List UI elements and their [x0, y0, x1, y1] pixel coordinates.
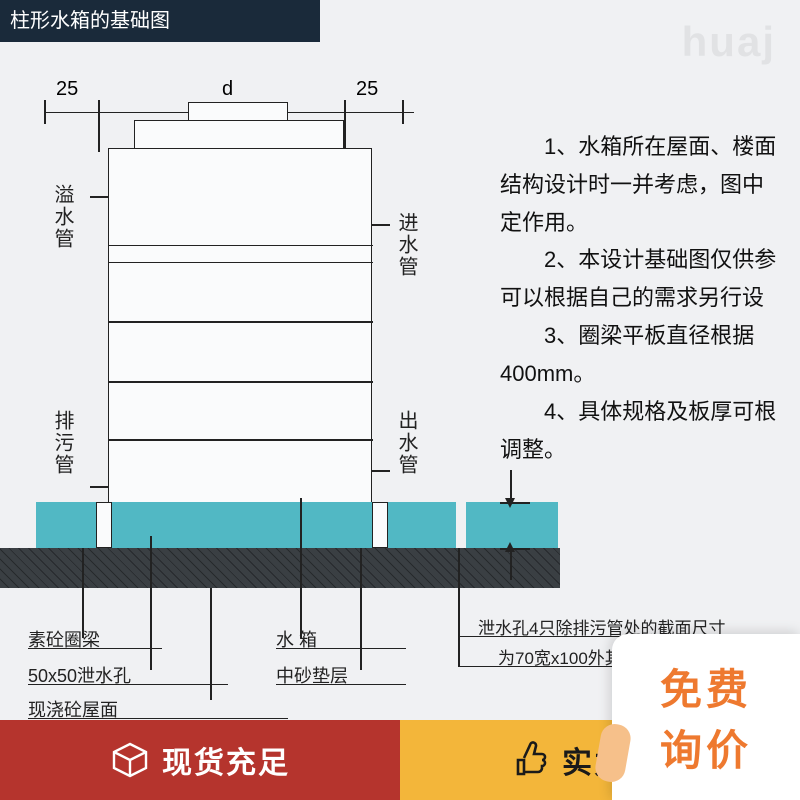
- tank-band: [108, 245, 373, 263]
- pipe-tick: [90, 486, 108, 488]
- outlet-pipe-label: 出水管: [392, 410, 421, 476]
- dim-tick: [44, 100, 46, 124]
- leader-line: [360, 548, 362, 670]
- pipe-tick: [90, 196, 108, 198]
- leader-line: [150, 536, 152, 670]
- base-support: [372, 502, 388, 548]
- notes-column: 1、水箱所在屋面、楼面 结构设计时一并考虑，图中 定作用。 2、本设计基础图仅供…: [500, 128, 796, 468]
- note-line: 结构设计时一并考虑，图中: [500, 166, 796, 204]
- tank-diagram: 25 d 25 溢水管 进水管 排污管 出水管: [0, 50, 480, 690]
- dim-ext: [344, 112, 346, 152]
- dim-arrow: [510, 470, 512, 500]
- note-line: 4、具体规格及板厚可根: [500, 393, 796, 431]
- leader-line: [300, 498, 302, 638]
- badge-stock-label: 现货充足: [162, 738, 290, 782]
- tank-band: [108, 381, 373, 383]
- note-line: 可以根据自己的需求另行设: [500, 279, 796, 317]
- note-line: 1、水箱所在屋面、楼面: [500, 128, 796, 166]
- note-line: 400mm。: [500, 355, 796, 393]
- dim-left-25: 25: [56, 78, 78, 101]
- note-line: 2、本设计基础图仅供参: [500, 241, 796, 279]
- tank-top: [134, 120, 344, 150]
- leader-line: [458, 548, 460, 666]
- tank-band: [108, 439, 373, 441]
- note-line: 定作用。: [500, 204, 796, 242]
- tank-band: [108, 321, 373, 323]
- callout-underline: [28, 718, 288, 719]
- tank-body: [108, 148, 372, 502]
- callout-underline: [28, 684, 228, 685]
- drain-pipe-label: 排污管: [48, 410, 77, 476]
- watermark-text: huaj: [682, 18, 776, 66]
- pipe-tick: [372, 224, 390, 226]
- cta-line1: 免费: [660, 656, 752, 717]
- header-title: 柱形水箱的基础图: [0, 0, 320, 42]
- base-support: [96, 502, 112, 548]
- badge-stock: 现货充足: [0, 720, 400, 800]
- dim-arrow: [500, 502, 530, 504]
- page: 柱形水箱的基础图 huaj 25 d 25 溢水管 进水管: [0, 0, 800, 800]
- cta-line2: 询价: [660, 717, 752, 778]
- callout-underline: [28, 648, 162, 649]
- tank-neck: [188, 102, 288, 122]
- note-line: 调整。: [500, 431, 796, 469]
- foundation-slab: [0, 548, 560, 588]
- dim-ext: [98, 112, 100, 152]
- box-icon: [110, 740, 150, 780]
- callout-underline: [276, 648, 406, 649]
- note-line: 3、圈梁平板直径根据: [500, 317, 796, 355]
- dim-right-25: 25: [356, 78, 378, 101]
- callout-underline: [276, 684, 406, 685]
- leader-line: [82, 548, 84, 638]
- inlet-pipe-label: 进水管: [392, 212, 421, 278]
- dim-arrow: [510, 550, 512, 580]
- thumbs-up-icon: [510, 740, 550, 780]
- arrow-head: [505, 542, 515, 552]
- dim-mid-d: d: [222, 78, 233, 101]
- cta-quote-button[interactable]: 免费 询价: [612, 634, 800, 800]
- dim-tick: [402, 100, 404, 124]
- pipe-tick: [372, 470, 390, 472]
- overflow-pipe-label: 溢水管: [48, 184, 77, 250]
